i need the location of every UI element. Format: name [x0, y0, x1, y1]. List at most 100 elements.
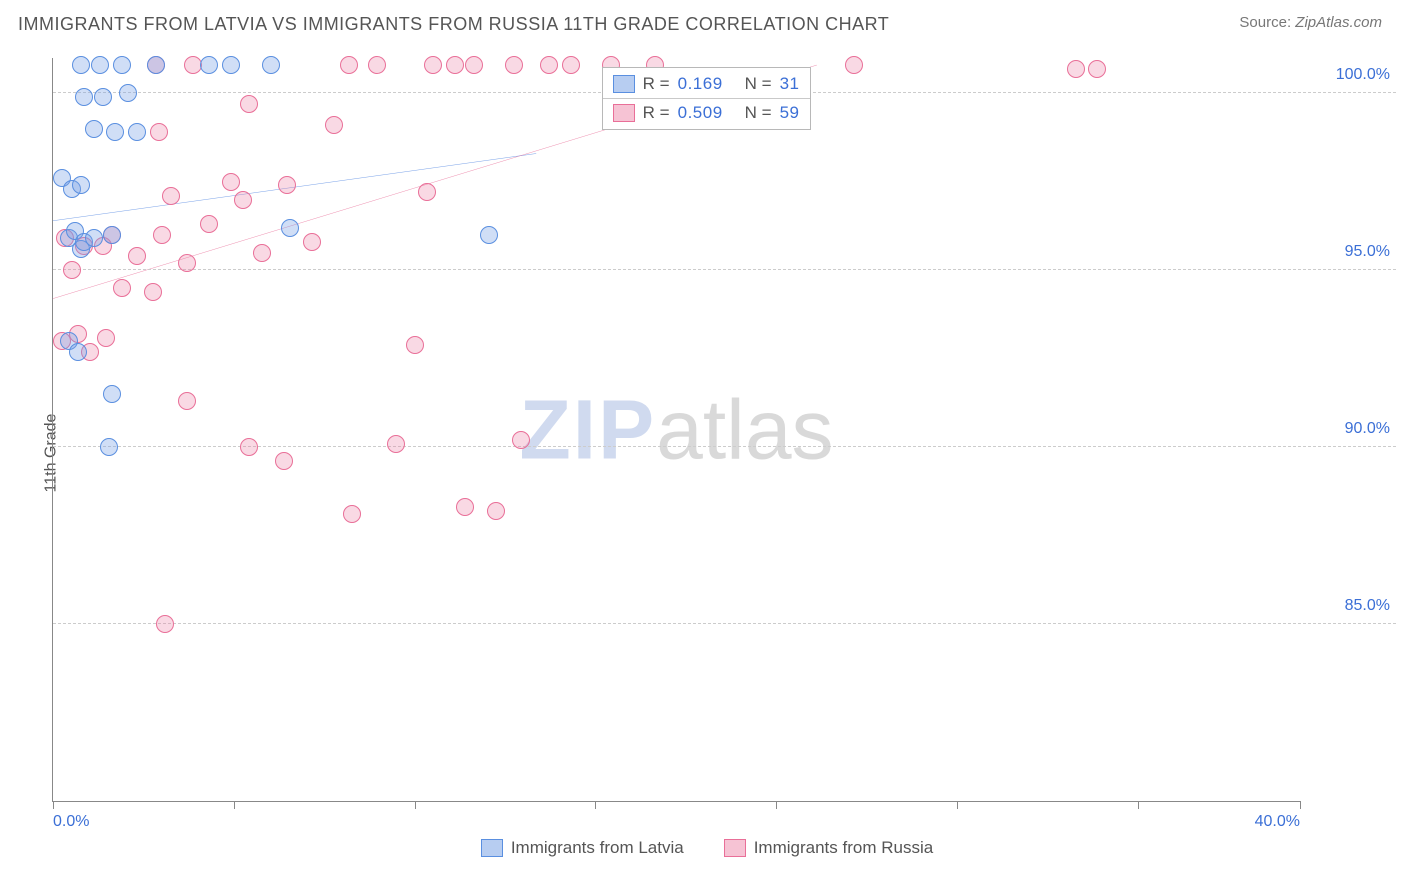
stat-r-label: R = — [643, 99, 670, 127]
data-point-russia — [253, 244, 271, 262]
series-legend: Immigrants from Latvia Immigrants from Ru… — [18, 838, 1396, 858]
legend-item-russia: Immigrants from Russia — [724, 838, 933, 858]
data-point-russia — [540, 56, 558, 74]
stat-n-value: 31 — [780, 70, 800, 98]
legend-swatch — [481, 839, 503, 857]
y-tick-label: 90.0% — [1345, 420, 1390, 438]
data-point-russia — [234, 191, 252, 209]
data-point-russia — [1088, 60, 1106, 78]
data-point-russia — [343, 505, 361, 523]
data-point-russia — [222, 173, 240, 191]
stat-n-label: N = — [745, 70, 772, 98]
source-prefix: Source: — [1239, 14, 1295, 31]
data-point-latvia — [100, 438, 118, 456]
data-point-russia — [562, 56, 580, 74]
data-point-russia — [150, 123, 168, 141]
data-point-latvia — [85, 120, 103, 138]
watermark-part2: atlas — [656, 382, 833, 476]
gridline — [53, 269, 1396, 270]
gridline — [53, 623, 1396, 624]
data-point-russia — [240, 95, 258, 113]
data-point-latvia — [222, 56, 240, 74]
data-point-latvia — [72, 176, 90, 194]
data-point-latvia — [262, 56, 280, 74]
data-point-russia — [340, 56, 358, 74]
data-point-russia — [178, 392, 196, 410]
data-point-latvia — [281, 219, 299, 237]
x-tick — [234, 801, 235, 809]
data-point-russia — [113, 279, 131, 297]
data-point-latvia — [94, 88, 112, 106]
data-point-russia — [278, 176, 296, 194]
stat-n-value: 59 — [780, 99, 800, 127]
data-point-latvia — [72, 56, 90, 74]
y-tick-label: 85.0% — [1345, 597, 1390, 615]
x-tick — [776, 801, 777, 809]
data-point-russia — [63, 261, 81, 279]
data-point-latvia — [103, 385, 121, 403]
data-point-russia — [446, 56, 464, 74]
data-point-russia — [465, 56, 483, 74]
data-point-russia — [156, 615, 174, 633]
y-tick-label: 100.0% — [1336, 66, 1390, 84]
data-point-latvia — [480, 226, 498, 244]
x-tick-label: 40.0% — [1255, 813, 1300, 831]
legend-item-latvia: Immigrants from Latvia — [481, 838, 684, 858]
legend-swatch — [613, 75, 635, 93]
data-point-russia — [303, 233, 321, 251]
trend-lines — [53, 58, 1300, 801]
watermark-part1: ZIP — [519, 382, 656, 476]
data-point-latvia — [200, 56, 218, 74]
x-tick — [415, 801, 416, 809]
data-point-russia — [144, 283, 162, 301]
data-point-russia — [406, 336, 424, 354]
data-point-russia — [418, 183, 436, 201]
stat-r-value: 0.169 — [678, 70, 723, 98]
stat-legend-row: R = 0.169 N = 31 — [603, 70, 810, 98]
legend-label: Immigrants from Russia — [754, 838, 933, 858]
legend-label: Immigrants from Latvia — [511, 838, 684, 858]
stat-legend: R = 0.169 N = 31R =0.509N =59 — [602, 67, 811, 130]
chart-title: IMMIGRANTS FROM LATVIA VS IMMIGRANTS FRO… — [18, 14, 889, 35]
data-point-latvia — [69, 343, 87, 361]
data-point-russia — [424, 56, 442, 74]
data-point-latvia — [113, 56, 131, 74]
data-point-russia — [1067, 60, 1085, 78]
legend-swatch — [724, 839, 746, 857]
x-tick — [957, 801, 958, 809]
stat-r-label: R = — [643, 70, 670, 98]
data-point-russia — [387, 435, 405, 453]
data-point-latvia — [103, 226, 121, 244]
data-point-russia — [325, 116, 343, 134]
data-point-russia — [128, 247, 146, 265]
data-point-russia — [368, 56, 386, 74]
data-point-russia — [162, 187, 180, 205]
data-point-russia — [240, 438, 258, 456]
stat-legend-row: R =0.509N =59 — [603, 98, 810, 127]
plot-area: ZIPatlas 85.0%90.0%95.0%100.0%0.0%40.0%R… — [52, 58, 1300, 802]
data-point-latvia — [75, 88, 93, 106]
source-name: ZipAtlas.com — [1295, 14, 1382, 31]
source-attribution: Source: ZipAtlas.com — [1239, 14, 1382, 31]
x-tick-label: 0.0% — [53, 813, 89, 831]
data-point-russia — [200, 215, 218, 233]
data-point-russia — [487, 502, 505, 520]
chart-container: 11th Grade ZIPatlas 85.0%90.0%95.0%100.0… — [18, 44, 1396, 862]
data-point-russia — [153, 226, 171, 244]
data-point-russia — [97, 329, 115, 347]
data-point-russia — [512, 431, 530, 449]
data-point-russia — [845, 56, 863, 74]
data-point-latvia — [106, 123, 124, 141]
watermark: ZIPatlas — [519, 381, 833, 478]
y-tick-label: 95.0% — [1345, 243, 1390, 261]
data-point-latvia — [147, 56, 165, 74]
data-point-russia — [456, 498, 474, 516]
data-point-russia — [178, 254, 196, 272]
data-point-russia — [275, 452, 293, 470]
data-point-latvia — [128, 123, 146, 141]
data-point-russia — [505, 56, 523, 74]
data-point-latvia — [119, 84, 137, 102]
data-point-latvia — [91, 56, 109, 74]
x-tick — [53, 801, 54, 809]
x-tick — [595, 801, 596, 809]
